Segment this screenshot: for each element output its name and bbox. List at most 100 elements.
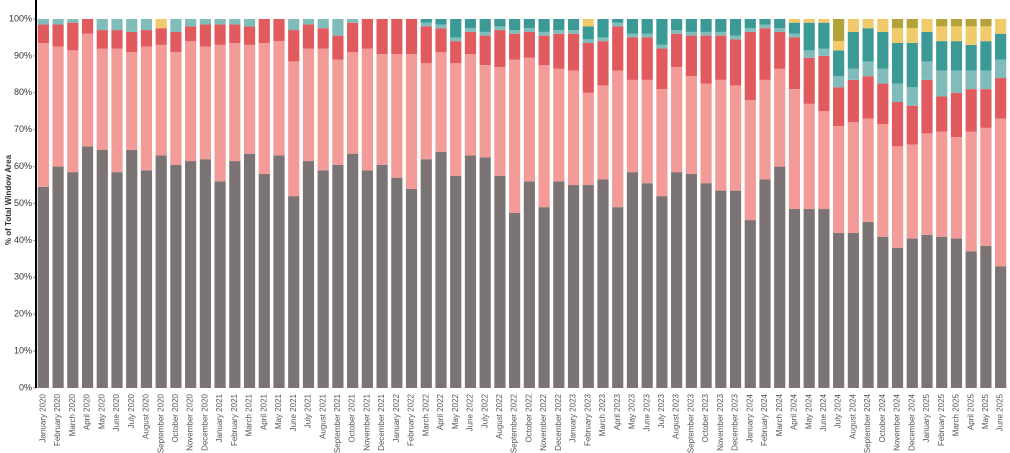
bar-segment [553, 19, 565, 31]
bar-segment [818, 19, 830, 23]
bar-segment [641, 19, 653, 34]
bar-segment [597, 19, 609, 38]
bar-segment [170, 19, 182, 32]
x-tick-label: August 2024 [848, 393, 857, 438]
bar-segment [52, 24, 64, 47]
bar-segment [877, 124, 889, 237]
bar-segment [170, 52, 182, 165]
bar-segment [553, 33, 565, 69]
bar-segment [288, 196, 300, 388]
bar-segment [965, 19, 977, 27]
bar-segment [523, 57, 535, 182]
bar-segment [347, 19, 359, 23]
bar-segment [774, 28, 786, 32]
bar-segment [891, 146, 904, 248]
bar-segment [479, 31, 491, 36]
bar-segment [906, 238, 918, 388]
bar-segment [302, 161, 315, 388]
bar-segment [140, 30, 153, 47]
x-tick-label: August 2020 [142, 393, 151, 438]
bar-segment [950, 70, 963, 93]
bar-segment [626, 33, 639, 38]
bar-segment [950, 19, 963, 27]
bar-segment [980, 19, 992, 27]
x-tick-label: November 2022 [539, 393, 548, 450]
bar-segment [818, 55, 830, 112]
bar-segment [243, 44, 256, 154]
bar-segment [833, 50, 845, 77]
bar-segment [877, 19, 889, 32]
bar-segment [612, 19, 624, 23]
bar-segment [302, 19, 315, 25]
x-tick-label: March 2024 [775, 393, 784, 436]
bar-segment [862, 221, 874, 388]
x-tick-label: September 2020 [156, 393, 165, 453]
bar-segment [347, 52, 359, 154]
bar-segment [317, 28, 329, 49]
bar-segment [509, 59, 521, 213]
bar-segment [641, 37, 653, 80]
bar-segment [420, 26, 432, 64]
x-tick-label: January 2025 [922, 393, 931, 442]
bar-segment [803, 50, 815, 58]
bar-segment [376, 164, 388, 388]
bar-segment [847, 79, 859, 123]
x-tick-label: February 2024 [760, 393, 769, 446]
bar-segment [258, 173, 270, 388]
bar-segment [332, 35, 344, 60]
bar-segment [980, 89, 992, 128]
bar-segment [405, 54, 418, 189]
bar-segment [435, 52, 447, 152]
bar-segment [921, 133, 933, 235]
bar-segment [361, 48, 373, 171]
bar-segment [258, 19, 270, 43]
bar-segment [656, 196, 668, 388]
x-tick-label: May 2020 [97, 393, 106, 429]
bar-segment [891, 247, 904, 388]
bar-segment [671, 30, 683, 34]
bar-segment [671, 172, 683, 388]
bar-segment [479, 35, 491, 66]
bar-segment [803, 103, 815, 210]
bar-segment [936, 26, 948, 42]
bar-segment [494, 26, 506, 31]
bar-segment [185, 161, 197, 388]
x-tick-label: November 2023 [716, 393, 725, 450]
x-tick-label: March 2021 [245, 393, 254, 436]
bar-segment [597, 85, 609, 180]
x-tick-label: January 2022 [392, 393, 401, 442]
bar-segment [803, 19, 815, 23]
bar-segment [582, 39, 594, 43]
bar-segment [847, 31, 859, 69]
bar-segment [980, 70, 992, 90]
bar-segment [891, 19, 904, 29]
bar-segment [332, 59, 344, 165]
bar-segment [671, 33, 683, 67]
bar-segment [464, 31, 477, 55]
bar-segment [126, 52, 138, 150]
x-tick-label: June 2022 [466, 393, 475, 431]
bar-segment [405, 188, 418, 388]
bar-segment [597, 41, 609, 86]
x-tick-label: April 2025 [966, 393, 975, 430]
x-tick-label: May 2022 [451, 393, 460, 429]
bar-segment [185, 19, 197, 27]
bar-segment [612, 26, 624, 71]
bar-segment [111, 48, 123, 173]
bar-segment [376, 19, 388, 55]
bar-segment [273, 155, 285, 388]
bar-segment [641, 79, 653, 184]
bar-segment [759, 28, 771, 80]
y-tick-label: 50% [14, 198, 32, 208]
y-tick-label: 0% [19, 382, 32, 392]
bar-segment [229, 42, 241, 162]
bar-segment [965, 131, 977, 252]
bar-segment [950, 26, 963, 42]
bar-segment [818, 209, 830, 388]
bar-segment [906, 19, 918, 29]
bar-segment [317, 170, 329, 388]
bar-segment [81, 146, 94, 388]
bar-segment [936, 19, 948, 27]
bar-segment [111, 19, 123, 31]
bar-segment [774, 31, 786, 69]
